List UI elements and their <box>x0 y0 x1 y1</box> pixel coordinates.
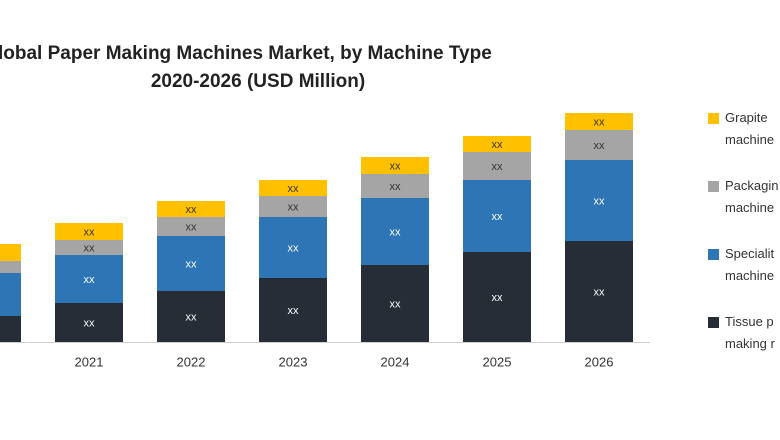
data-label: xx <box>492 292 504 304</box>
bar-segment <box>157 236 225 291</box>
legend-item: Tissue p making r <box>708 311 780 355</box>
data-label: xx <box>84 242 96 254</box>
x-tick-label: 2022 <box>177 354 206 369</box>
bar-segment <box>565 130 633 160</box>
bar-segment <box>157 217 225 236</box>
bar-segment <box>565 241 633 342</box>
data-label: xx <box>288 183 300 195</box>
data-label: xx <box>594 195 606 207</box>
legend-swatch <box>708 249 719 260</box>
data-label: xx <box>390 226 402 238</box>
data-label: xx <box>186 221 198 233</box>
bar-segment <box>361 157 429 174</box>
bar-segment <box>259 278 327 342</box>
x-tick-label: 2024 <box>381 354 410 369</box>
data-label: xx <box>288 242 300 254</box>
data-label: xx <box>84 317 96 329</box>
data-label: xx <box>186 311 198 323</box>
data-label: xx <box>594 140 606 152</box>
bar-segment <box>259 196 327 217</box>
data-label: xx <box>288 201 300 213</box>
bar-segment <box>361 198 429 265</box>
bar-segment <box>463 136 531 152</box>
bar-segment <box>0 316 21 342</box>
legend-swatch <box>708 181 719 192</box>
legend-label: Grapite machine <box>725 110 775 147</box>
bar-segment <box>259 217 327 278</box>
x-tick-label: 2021 <box>75 354 104 369</box>
data-label: xx <box>186 258 198 270</box>
data-label: xx <box>84 226 96 238</box>
legend-item: Grapite machine <box>708 107 780 151</box>
data-label: xx <box>288 305 300 317</box>
data-label: xx <box>390 160 402 172</box>
bar-segment <box>55 240 123 255</box>
data-label: xx <box>492 211 504 223</box>
bar-segment <box>463 252 531 342</box>
bar-segment <box>157 201 225 217</box>
bar-segment <box>259 180 327 196</box>
bar-segment <box>55 255 123 303</box>
data-label: xx <box>492 139 504 151</box>
legend-item: Packagin machine <box>708 175 780 219</box>
x-tick-label: 2026 <box>585 354 614 369</box>
data-label: xx <box>390 181 402 193</box>
data-label: xx <box>390 298 402 310</box>
x-tick-label: 2023 <box>279 354 308 369</box>
bar-segment <box>361 265 429 342</box>
bar-segment <box>0 244 21 261</box>
bar-segment <box>361 174 429 198</box>
bar-segment <box>463 180 531 252</box>
legend-swatch <box>708 113 719 124</box>
bar-segment <box>55 303 123 342</box>
bar-segment <box>463 152 531 180</box>
bar-segment <box>565 113 633 130</box>
legend-swatch <box>708 317 719 328</box>
data-label: xx <box>492 161 504 173</box>
legend-label: Specialit machine <box>725 246 775 283</box>
legend-label: Tissue p making r <box>725 314 775 351</box>
legend-item: Specialit machine <box>708 243 780 287</box>
bar-segment <box>157 291 225 342</box>
bar-segment <box>55 223 123 240</box>
bar-segment <box>565 160 633 241</box>
data-label: xx <box>84 274 96 286</box>
legend-label: Packagin machine <box>725 178 779 215</box>
data-label: xx <box>594 116 606 128</box>
data-label: xx <box>186 204 198 216</box>
bar-segment <box>0 273 21 316</box>
chart-title: lobal Paper Making Machines Market, by M… <box>0 43 492 64</box>
bar-segment <box>0 261 21 273</box>
chart-subtitle: 2020-2026 (USD Million) <box>151 71 365 92</box>
x-tick-label: 2025 <box>483 354 512 369</box>
data-label: xx <box>594 286 606 298</box>
